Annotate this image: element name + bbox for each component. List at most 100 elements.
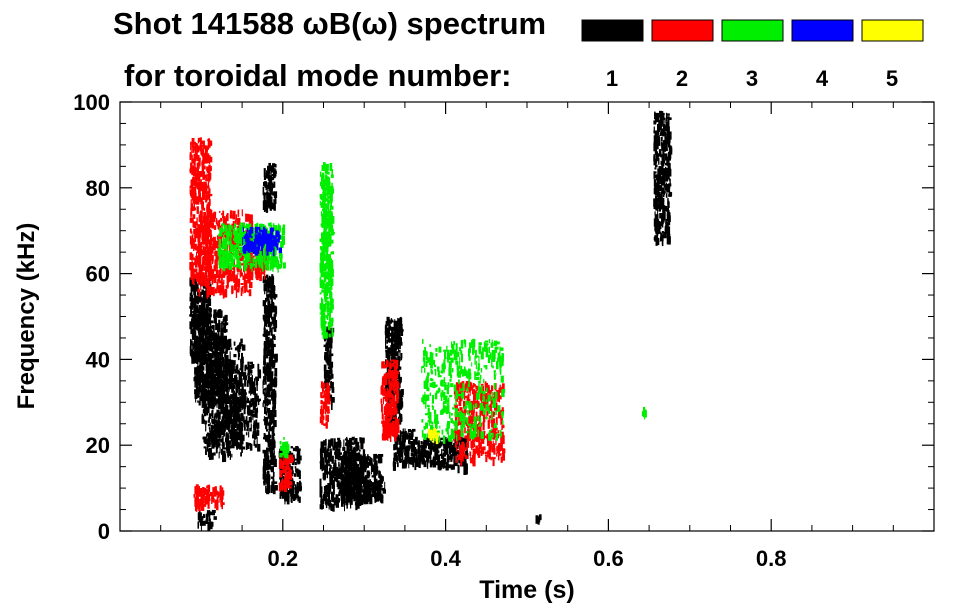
series-1-mark bbox=[654, 211, 656, 216]
series-1-mark bbox=[255, 401, 258, 407]
series-2-mark bbox=[218, 280, 222, 284]
series-1-mark bbox=[240, 401, 243, 408]
series-2-mark bbox=[195, 268, 198, 276]
series-2-mark bbox=[205, 158, 209, 164]
series-1-mark bbox=[665, 193, 668, 198]
series-1-mark bbox=[222, 326, 227, 333]
series-1-mark bbox=[197, 337, 200, 340]
series-1-mark bbox=[392, 345, 395, 351]
series-1-mark bbox=[655, 138, 659, 142]
series-2-mark bbox=[203, 231, 207, 239]
series-1-mark bbox=[227, 388, 229, 393]
series-1-mark bbox=[230, 414, 233, 417]
series-1-mark bbox=[265, 321, 268, 327]
series-1-mark bbox=[201, 517, 203, 523]
series-1-mark bbox=[216, 398, 220, 402]
series-2-mark bbox=[220, 285, 225, 292]
series-1-mark bbox=[241, 344, 246, 351]
series-1-mark bbox=[212, 444, 214, 447]
series-1-mark bbox=[654, 221, 657, 231]
series-1-mark bbox=[264, 417, 267, 425]
series-1-mark bbox=[202, 301, 205, 306]
series-1-mark bbox=[264, 388, 266, 391]
series-1-mark bbox=[428, 452, 432, 459]
series-1-mark bbox=[206, 447, 209, 452]
series-1-mark bbox=[343, 485, 347, 493]
series-1-mark bbox=[328, 463, 331, 467]
series-2-mark bbox=[202, 171, 206, 180]
series-1-mark bbox=[233, 341, 236, 346]
series-1-mark bbox=[231, 399, 233, 406]
series-1-mark bbox=[274, 306, 278, 315]
series-1-mark bbox=[266, 172, 270, 179]
series-2-mark bbox=[226, 280, 229, 288]
series-1-mark bbox=[668, 183, 672, 187]
series-1-mark bbox=[654, 150, 657, 155]
series-1-mark bbox=[226, 445, 230, 454]
series-1-mark bbox=[201, 307, 204, 316]
series-2-mark bbox=[224, 288, 228, 298]
series-2-mark bbox=[215, 270, 219, 279]
series-1-mark bbox=[203, 436, 207, 443]
series-1-mark bbox=[656, 135, 660, 141]
series-1-mark bbox=[235, 418, 238, 426]
series-1-mark bbox=[359, 468, 363, 477]
series-2-mark bbox=[196, 272, 200, 275]
series-1-mark bbox=[249, 380, 251, 385]
series-2-mark bbox=[240, 283, 244, 285]
series-1-mark bbox=[218, 311, 222, 315]
series-1-mark bbox=[362, 461, 366, 465]
series-1-mark bbox=[273, 199, 277, 204]
series-1-mark bbox=[340, 485, 343, 489]
series-1-mark bbox=[270, 172, 272, 181]
series-2-mark bbox=[211, 238, 215, 242]
series-1-mark bbox=[396, 322, 399, 330]
series-1-mark bbox=[293, 481, 295, 486]
series-1-mark bbox=[224, 407, 226, 411]
series-1-mark bbox=[222, 339, 225, 344]
series-1-mark bbox=[668, 131, 672, 140]
series-1-mark bbox=[391, 367, 396, 372]
series-1-mark bbox=[199, 358, 203, 367]
series-2-mark bbox=[190, 271, 194, 280]
series-1-mark bbox=[204, 392, 209, 402]
series-1-mark bbox=[413, 447, 415, 453]
series-1-mark bbox=[211, 425, 213, 434]
series-2-mark bbox=[245, 213, 247, 222]
series-2-mark bbox=[189, 217, 192, 223]
series-1-mark bbox=[347, 466, 351, 470]
series-1-mark bbox=[399, 437, 402, 445]
series-1-mark bbox=[296, 486, 299, 491]
series-1-mark bbox=[326, 355, 329, 359]
series-1-mark bbox=[194, 375, 198, 382]
series-1-mark bbox=[426, 460, 429, 469]
series-1-mark bbox=[196, 355, 200, 363]
series-1-mark bbox=[403, 431, 406, 439]
series-2-mark bbox=[199, 137, 202, 143]
series-1-mark bbox=[417, 454, 421, 460]
series-1-mark bbox=[365, 495, 369, 505]
series-1-mark bbox=[207, 444, 211, 448]
series-2-mark bbox=[204, 223, 207, 231]
series-1-mark bbox=[375, 493, 378, 497]
series-1-mark bbox=[367, 471, 371, 477]
series-1-mark bbox=[362, 456, 365, 461]
series-1-mark bbox=[190, 303, 194, 307]
series-1-mark bbox=[204, 373, 208, 382]
series-1-mark bbox=[333, 499, 337, 503]
series-1-mark bbox=[408, 457, 412, 461]
legend-swatch-1 bbox=[581, 19, 644, 42]
series-1-mark bbox=[271, 359, 275, 369]
series-2-mark bbox=[190, 207, 193, 216]
series-2-mark bbox=[193, 229, 196, 235]
series-1-mark bbox=[376, 487, 380, 495]
series-1-mark bbox=[378, 459, 381, 464]
series-1-mark bbox=[657, 124, 660, 132]
series-1-mark bbox=[262, 402, 264, 408]
series-2-mark bbox=[208, 156, 213, 163]
series-1-mark bbox=[659, 182, 663, 185]
series-2-mark bbox=[199, 211, 201, 220]
series-1-mark bbox=[241, 394, 244, 398]
series-1-mark bbox=[212, 347, 214, 352]
series-1-mark bbox=[194, 324, 197, 330]
